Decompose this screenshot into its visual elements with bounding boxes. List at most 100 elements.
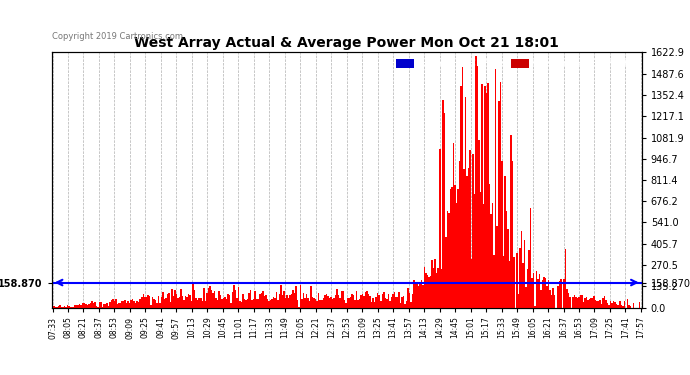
Bar bbox=[548, 279, 549, 308]
Bar bbox=[195, 298, 197, 307]
Bar bbox=[324, 295, 326, 307]
Bar bbox=[76, 305, 77, 308]
Bar bbox=[168, 293, 170, 308]
Bar bbox=[507, 229, 509, 308]
Bar bbox=[201, 301, 203, 307]
Bar bbox=[589, 299, 590, 307]
Bar bbox=[221, 299, 223, 307]
Bar bbox=[568, 293, 569, 308]
Bar bbox=[622, 306, 624, 308]
Bar bbox=[228, 295, 230, 307]
Bar bbox=[129, 303, 130, 307]
Bar bbox=[109, 302, 110, 307]
Bar bbox=[290, 294, 293, 307]
Bar bbox=[498, 101, 500, 308]
Bar bbox=[391, 297, 392, 307]
Bar bbox=[374, 302, 375, 307]
Bar bbox=[557, 286, 558, 308]
Bar bbox=[415, 284, 416, 308]
Bar bbox=[184, 300, 185, 307]
Bar bbox=[97, 307, 99, 308]
Bar bbox=[335, 296, 336, 307]
Bar bbox=[212, 292, 214, 308]
Bar bbox=[266, 299, 268, 307]
Bar bbox=[524, 240, 525, 308]
Bar bbox=[366, 291, 368, 308]
Bar bbox=[177, 298, 179, 307]
Bar bbox=[540, 290, 542, 308]
Bar bbox=[615, 302, 616, 307]
Bar bbox=[96, 306, 97, 308]
Bar bbox=[275, 292, 277, 308]
Bar bbox=[170, 302, 171, 307]
Bar bbox=[357, 300, 359, 307]
Bar bbox=[176, 294, 177, 307]
Bar bbox=[480, 192, 482, 308]
Bar bbox=[203, 288, 204, 308]
Bar bbox=[210, 290, 212, 308]
Bar bbox=[487, 84, 489, 308]
Bar bbox=[365, 292, 366, 308]
Bar bbox=[586, 297, 587, 307]
Bar bbox=[112, 299, 114, 307]
Bar bbox=[333, 297, 335, 307]
Bar bbox=[362, 294, 364, 307]
Bar bbox=[150, 305, 152, 308]
Bar bbox=[135, 303, 137, 307]
Bar bbox=[130, 300, 132, 307]
Bar bbox=[326, 294, 327, 308]
Bar bbox=[482, 84, 483, 308]
Bar bbox=[554, 295, 555, 307]
Bar bbox=[180, 289, 182, 308]
Bar bbox=[146, 297, 147, 307]
Bar bbox=[518, 294, 519, 307]
Bar bbox=[321, 300, 322, 307]
Bar bbox=[536, 271, 538, 308]
Bar bbox=[542, 280, 544, 308]
Bar bbox=[282, 295, 283, 307]
Bar bbox=[230, 303, 232, 307]
Bar bbox=[501, 161, 502, 308]
Bar bbox=[584, 298, 586, 307]
Bar bbox=[242, 294, 244, 307]
Bar bbox=[271, 300, 273, 307]
Bar bbox=[404, 304, 406, 307]
Bar bbox=[469, 150, 471, 308]
Bar bbox=[318, 293, 319, 308]
Bar bbox=[253, 299, 255, 307]
Bar bbox=[393, 292, 395, 308]
Bar bbox=[462, 66, 463, 308]
Bar bbox=[219, 294, 221, 307]
Bar bbox=[388, 294, 389, 307]
Bar bbox=[577, 298, 578, 307]
Bar bbox=[544, 277, 545, 308]
Bar bbox=[248, 293, 250, 308]
Bar bbox=[619, 301, 620, 307]
Bar bbox=[79, 304, 81, 307]
Bar bbox=[322, 298, 324, 307]
Bar bbox=[341, 291, 342, 308]
Bar bbox=[572, 297, 573, 307]
Bar bbox=[200, 298, 201, 307]
Bar bbox=[238, 286, 239, 308]
Bar bbox=[549, 290, 551, 308]
Bar bbox=[259, 294, 261, 308]
Bar bbox=[377, 293, 379, 308]
Bar bbox=[265, 295, 266, 307]
Bar bbox=[274, 298, 275, 307]
Bar bbox=[558, 281, 560, 308]
Bar bbox=[77, 305, 79, 308]
Bar bbox=[578, 297, 580, 307]
Bar bbox=[148, 296, 150, 307]
Bar bbox=[613, 301, 615, 307]
Bar bbox=[593, 296, 595, 307]
Bar bbox=[218, 291, 219, 308]
Bar bbox=[185, 296, 186, 307]
Bar bbox=[175, 290, 176, 308]
Bar bbox=[395, 297, 397, 307]
Bar bbox=[379, 295, 380, 307]
Bar bbox=[209, 286, 210, 308]
Bar bbox=[83, 303, 85, 307]
Bar bbox=[171, 289, 172, 308]
Bar bbox=[108, 306, 109, 308]
